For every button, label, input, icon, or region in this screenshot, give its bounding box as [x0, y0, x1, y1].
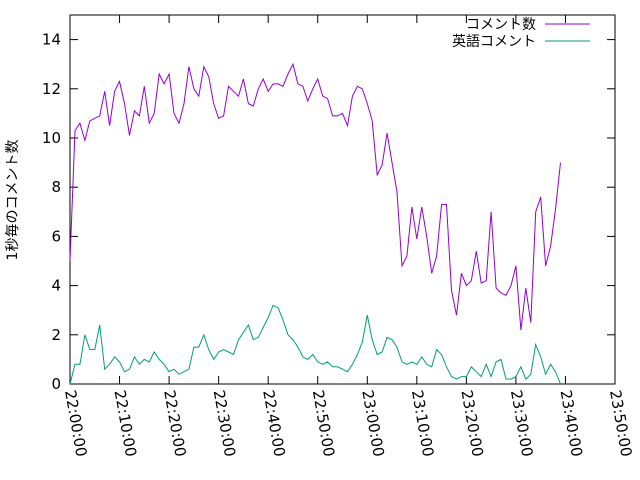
legend-label: コメント数	[466, 17, 536, 33]
legend-label: 英語コメント	[452, 33, 536, 50]
y-tick-label: 6	[51, 227, 61, 245]
x-tick-label: 22:20:00	[160, 389, 189, 458]
y-axis-ticks: 0 2 4 6 8 10 12 14	[42, 31, 615, 393]
y-tick-label: 0	[51, 375, 61, 393]
x-tick-label: 23:50:00	[606, 389, 635, 458]
y-tick-label: 10	[42, 129, 61, 147]
x-tick-label: 23:30:00	[507, 389, 536, 458]
x-tick-label: 22:40:00	[259, 389, 288, 458]
x-tick-label: 23:00:00	[358, 389, 387, 458]
x-tick-label: 22:50:00	[309, 389, 338, 458]
plot-frame	[69, 14, 616, 385]
x-tick-label: 23:10:00	[408, 389, 437, 458]
y-axis-label: 1秒毎のコメント数	[5, 140, 21, 261]
y-tick-label: 8	[51, 178, 61, 196]
y-tick-label: 4	[51, 277, 61, 295]
x-tick-label: 22:10:00	[111, 389, 140, 458]
y-tick-label: 12	[42, 80, 61, 98]
x-axis-ticks: 22:00:00 22:10:00 22:20:00 22:30:00 22:40:00…	[61, 15, 635, 458]
y-tick-label: 14	[42, 31, 61, 49]
x-tick-label: 23:20:00	[457, 389, 486, 458]
x-tick-label: 22:30:00	[210, 389, 239, 458]
series-line-2	[69, 304, 561, 385]
x-tick-label: 23:40:00	[557, 389, 586, 458]
y-tick-label: 2	[51, 326, 61, 344]
x-tick-label: 22:00:00	[61, 389, 90, 458]
series-line-1	[69, 62, 561, 330]
series-layer	[69, 62, 561, 385]
